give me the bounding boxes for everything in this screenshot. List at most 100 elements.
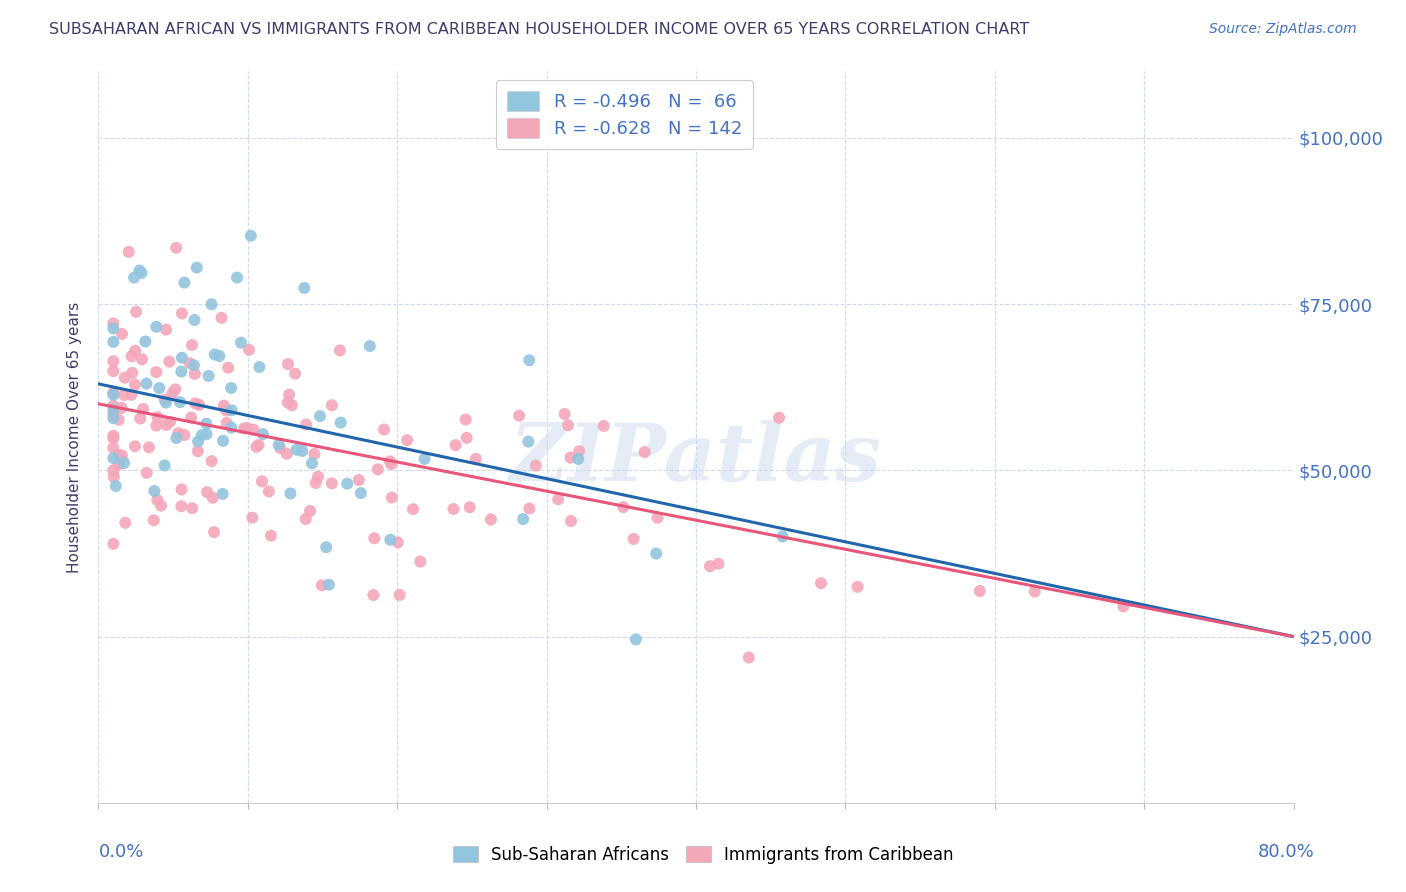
Point	[278, 387, 301, 401]
Point	[226, 270, 249, 285]
Text: ZIPatlas: ZIPatlas	[510, 420, 882, 498]
Point	[738, 650, 761, 665]
Point	[165, 382, 187, 396]
Point	[120, 388, 142, 402]
Point	[103, 402, 125, 417]
Point	[307, 469, 329, 483]
Point	[285, 442, 308, 457]
Point	[219, 381, 242, 395]
Point	[292, 281, 315, 295]
Point	[252, 427, 274, 442]
Point	[183, 313, 205, 327]
Text: SUBSAHARAN AFRICAN VS IMMIGRANTS FROM CARIBBEAN HOUSEHOLDER INCOME OVER 65 YEARS: SUBSAHARAN AFRICAN VS IMMIGRANTS FROM CA…	[49, 22, 1029, 37]
Point	[291, 444, 314, 458]
Point	[103, 364, 125, 378]
Point	[103, 399, 125, 413]
Point	[592, 418, 614, 433]
Point	[195, 417, 218, 431]
Point	[103, 470, 125, 484]
Point	[239, 228, 262, 243]
Point	[388, 588, 411, 602]
Point	[103, 431, 125, 445]
Point	[121, 349, 143, 363]
Point	[647, 510, 669, 524]
Point	[191, 428, 214, 442]
Point	[153, 458, 176, 473]
Point	[187, 444, 209, 458]
Point	[110, 401, 132, 415]
Point	[215, 416, 238, 430]
Point	[169, 395, 191, 409]
Point	[295, 417, 318, 432]
Text: 0.0%: 0.0%	[98, 843, 143, 861]
Point	[443, 502, 465, 516]
Point	[560, 450, 582, 465]
Point	[624, 632, 647, 647]
Point	[380, 533, 402, 547]
Point	[969, 584, 991, 599]
Point	[612, 500, 634, 515]
Point	[568, 444, 591, 458]
Point	[104, 479, 127, 493]
Point	[155, 417, 177, 432]
Point	[221, 403, 243, 417]
Text: Source: ZipAtlas.com: Source: ZipAtlas.com	[1209, 22, 1357, 37]
Point	[456, 431, 478, 445]
Point	[208, 349, 231, 363]
Point	[103, 537, 125, 551]
Point	[284, 367, 307, 381]
Point	[201, 491, 224, 505]
Point	[103, 441, 125, 455]
Point	[145, 418, 167, 433]
Point	[201, 454, 224, 468]
Point	[125, 305, 148, 319]
Point	[124, 439, 146, 453]
Point	[165, 241, 187, 255]
Point	[409, 555, 432, 569]
Point	[517, 434, 540, 449]
Point	[219, 420, 242, 434]
Point	[560, 514, 582, 528]
Point	[276, 447, 298, 461]
Point	[121, 366, 143, 380]
Point	[212, 434, 235, 448]
Point	[170, 351, 193, 365]
Point	[281, 398, 304, 412]
Point	[557, 418, 579, 433]
Point	[444, 438, 467, 452]
Point	[454, 412, 477, 426]
Point	[363, 531, 385, 545]
Point	[145, 365, 167, 379]
Point	[150, 499, 173, 513]
Point	[135, 466, 157, 480]
Point	[707, 557, 730, 571]
Point	[329, 416, 352, 430]
Point	[129, 411, 152, 425]
Point	[107, 413, 129, 427]
Point	[179, 356, 201, 370]
Point	[103, 411, 125, 425]
Point	[396, 434, 419, 448]
Point	[517, 353, 540, 368]
Point	[269, 441, 291, 455]
Point	[768, 410, 790, 425]
Point	[103, 321, 125, 335]
Point	[240, 510, 263, 524]
Point	[173, 428, 195, 442]
Point	[245, 440, 267, 454]
Point	[229, 335, 252, 350]
Point	[200, 297, 222, 311]
Point	[146, 410, 169, 425]
Point	[202, 525, 225, 540]
Point	[329, 343, 352, 358]
Point	[250, 475, 273, 489]
Point	[260, 529, 283, 543]
Point	[181, 501, 204, 516]
Point	[554, 407, 576, 421]
Point	[159, 415, 181, 429]
Point	[381, 491, 404, 505]
Point	[233, 421, 256, 435]
Point	[134, 334, 156, 349]
Legend: Sub-Saharan Africans, Immigrants from Caribbean: Sub-Saharan Africans, Immigrants from Ca…	[446, 839, 960, 871]
Point	[170, 365, 193, 379]
